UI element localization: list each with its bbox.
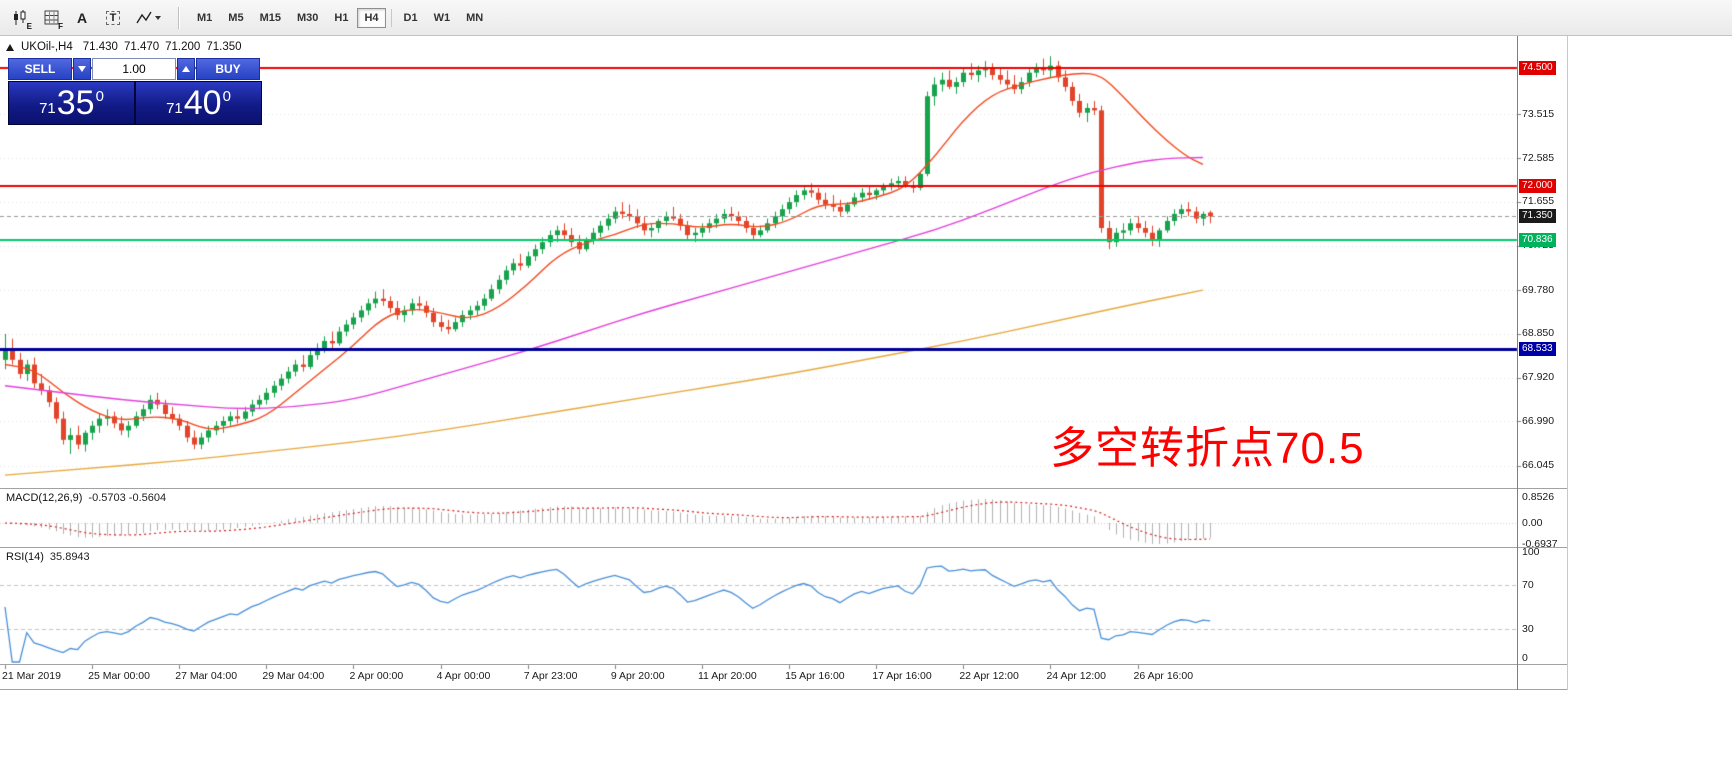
one-click-collapse-icon[interactable] [6,43,14,51]
symbol-header: UKOil-,H4 71.430 71.470 71.200 71.350 [6,41,242,53]
pane-separator-rsi-dates[interactable] [0,664,1568,665]
chart-canvas[interactable] [0,36,1568,690]
price-tick-label: 67.920 [1522,371,1555,384]
price-badge: 70.836 [1519,233,1556,248]
date-label: 4 Apr 00:00 [436,670,491,682]
price-badge: 71.350 [1519,209,1556,224]
rsi-axis-label: 30 [1522,623,1534,635]
drawing-tools-button[interactable] [130,5,166,31]
date-label: 9 Apr 20:00 [610,670,665,682]
ohlc-open: 71.430 [82,41,118,53]
date-label: 17 Apr 16:00 [872,670,932,682]
timeframe-h4-button[interactable]: H4 [357,7,386,28]
sell-price-pips: 35 [56,84,95,122]
sell-price-whole: 71 [39,99,56,117]
price-tick-label: 68.850 [1522,327,1555,340]
price-badge: 72.000 [1519,178,1556,193]
date-label: 7 Apr 23:00 [523,670,578,682]
volume-input[interactable] [92,58,176,80]
price-axis[interactable]: 73.51572.58571.65570.72569.78068.85067.9… [1517,36,1569,690]
ohlc-high: 71.470 [123,41,160,53]
sell-button[interactable]: SELL [8,58,72,80]
price-tick-label: 66.990 [1522,414,1555,427]
timeframe-mn-button[interactable]: MN [459,8,490,28]
pane-separator-main-macd[interactable] [0,488,1568,489]
macd-axis-label: 0.8526 [1522,491,1555,504]
indicators-sub-label: F [58,21,63,31]
macd-axis-label: -0.6937 [1522,537,1558,550]
pane-separator-macd-rsi[interactable] [0,547,1568,548]
drawing-tools-icon [135,11,152,23]
date-label: 22 Apr 12:00 [959,670,1019,682]
volume-decrease-button[interactable] [73,58,91,80]
price-badge: 74.500 [1519,61,1556,75]
price-tick-label: 66.045 [1522,459,1555,472]
volume-increase-button[interactable] [177,58,195,80]
chart-type-sub-label: E [26,21,32,31]
macd-axis-label: 0.00 [1522,517,1543,529]
buy-button[interactable]: BUY [196,58,260,80]
symbol-title: UKOil-,H4 [21,41,73,53]
macd-indicator-label: MACD(12,26,9) -0.5703 -0.5604 [6,492,167,504]
chart-window: UKOil-,H4 71.430 71.470 71.200 71.350 SE… [0,36,1568,690]
text-tool-button[interactable]: T [99,5,127,31]
timeframe-m1-button[interactable]: M1 [190,8,219,28]
top-toolbar: E F A T M1 M5 M15 M30 H1 H4 D1 W1 MN [0,0,1732,36]
timeframe-m30-button[interactable]: M30 [290,8,325,28]
price-tick-label: 73.515 [1522,107,1555,120]
timeframe-d1-button[interactable]: D1 [397,8,425,28]
price-tick-label: 72.585 [1522,151,1555,164]
date-label: 29 Mar 04:00 [262,670,325,682]
indicators-button[interactable]: F [37,5,65,31]
price-tick-label: 71.655 [1522,195,1555,208]
ohlc-close: 71.350 [206,41,242,53]
timeframe-h1-button[interactable]: H1 [327,8,355,28]
rsi-axis-label: 100 [1522,546,1540,558]
price-badge: 68.533 [1519,341,1556,356]
candlestick-chart-icon [14,9,26,25]
buy-price-whole: 71 [166,99,183,117]
date-label: 24 Apr 12:00 [1046,670,1106,682]
chart-annotation-text[interactable]: 多空转折点70.5 [1050,424,1365,473]
date-label: 21 Mar 2019 [2,670,61,682]
timeframe-separator [390,8,392,27]
triangle-down-icon [78,66,86,72]
time-axis[interactable]: 21 Mar 2019 25 Mar 00:00 27 Mar 04:00 29 Ma… [0,664,1517,690]
date-label: 27 Mar 04:00 [175,670,238,682]
rsi-axis-label: 0 [1522,652,1528,664]
timeframe-buttons: M1 M5 M15 M30 H1 H4 D1 W1 MN [189,5,491,31]
chart-window-right-border [1567,36,1568,690]
text-tool-icon: T [105,10,121,25]
price-tick-label: 69.780 [1522,283,1555,296]
buy-price-sup: 0 [222,87,231,105]
buy-price-display[interactable]: 71 40 0 [136,82,261,124]
date-label: 11 Apr 20:00 [697,670,757,682]
chart-type-button[interactable]: E [6,5,34,31]
date-label: 25 Mar 00:00 [88,670,150,682]
ohlc-low: 71.200 [165,41,201,53]
cursor-tool-icon: A [76,9,88,26]
toolbar-separator [178,6,180,29]
rsi-axis-label: 70 [1522,579,1534,591]
chevron-down-icon [154,15,161,20]
sell-price-sup: 0 [95,87,104,105]
date-label: 15 Apr 16:00 [785,670,845,682]
timeframe-m15-button[interactable]: M15 [253,8,288,28]
indicators-grid-icon [44,10,58,25]
sell-price-display[interactable]: 71 35 0 [9,82,134,124]
timeframe-m5-button[interactable]: M5 [221,8,250,28]
rsi-indicator-label: RSI(14) 35.8943 [6,551,90,563]
buy-price-pips: 40 [183,84,222,122]
cursor-tool-button[interactable]: A [68,5,96,31]
triangle-up-icon [182,66,190,72]
chart-window-bottom-border [0,689,1568,690]
date-label: 26 Apr 16:00 [1133,670,1194,682]
timeframe-w1-button[interactable]: W1 [427,8,458,28]
date-label: 2 Apr 00:00 [349,670,404,682]
